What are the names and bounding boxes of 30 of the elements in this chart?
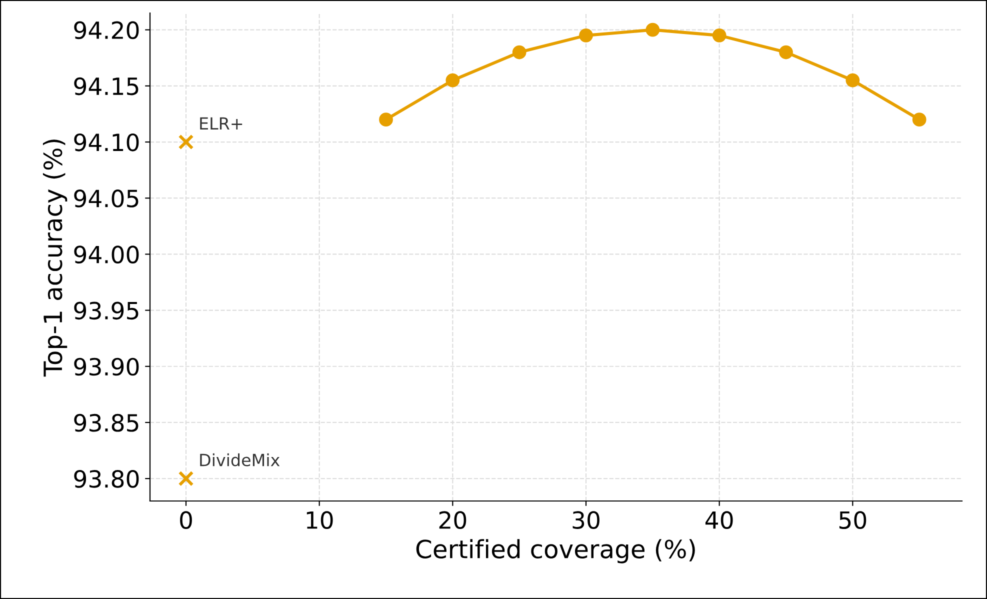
x-tick-label: 50	[839, 511, 866, 529]
annotation: DivideMix	[200, 453, 280, 466]
point	[779, 45, 793, 60]
x-tick-label: 30	[572, 511, 600, 529]
y-tick-label: 93.95	[74, 302, 138, 320]
annotation: ELR+	[200, 117, 242, 130]
y-tick-label: 93.90	[74, 358, 139, 376]
point	[178, 134, 194, 150]
x-tick-label: 40	[705, 511, 733, 529]
point	[712, 28, 726, 42]
point	[379, 112, 393, 127]
x-tick-label: 20	[439, 511, 466, 529]
y-tick-label: 94.20	[74, 21, 139, 40]
y-tick-label: 93.85	[74, 414, 138, 432]
y-tick-label: 94.05	[74, 190, 138, 208]
point	[446, 73, 460, 88]
point	[912, 112, 926, 127]
x-tick-label: 0	[180, 511, 192, 529]
point	[579, 28, 593, 42]
y-tick-label: 93.80	[74, 470, 139, 488]
y-tick-label: 94.00	[74, 246, 139, 264]
point	[846, 73, 860, 88]
y-axis-title: Top-1 accuracy (%)	[42, 140, 68, 377]
point	[646, 22, 660, 37]
point	[178, 470, 194, 486]
x-tick-label: 10	[306, 511, 333, 529]
x-axis-title: Certified coverage (%)	[416, 539, 695, 564]
y-tick-label: 94.10	[74, 133, 139, 152]
y-tick-label: 94.15	[74, 77, 138, 96]
point	[512, 45, 526, 60]
